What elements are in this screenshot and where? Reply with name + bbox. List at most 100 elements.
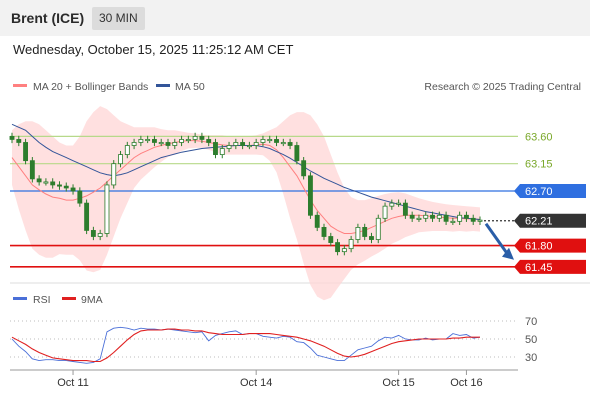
candle-body [50, 181, 56, 186]
candles-layer [9, 132, 483, 256]
candle-body [409, 214, 415, 219]
candle-body [43, 181, 49, 184]
rsi-ma-legend-label: 9MA [81, 294, 103, 306]
candle-body [382, 205, 388, 219]
candle-body [179, 139, 185, 143]
rsi-ma-legend-swatch [62, 297, 76, 300]
candle-body [470, 217, 476, 222]
candle-body [463, 214, 469, 219]
rsi-legend-swatch [13, 297, 27, 300]
candle-body [430, 214, 435, 219]
rsi-layer: 30 50 70 [10, 316, 537, 364]
candle-body [23, 142, 29, 162]
candle-body [219, 148, 225, 156]
candle-body [369, 236, 374, 240]
candle-body [267, 139, 273, 142]
candle-body [450, 220, 456, 223]
candle-body [90, 230, 96, 237]
timeframe-badge[interactable]: 30 MIN [92, 7, 145, 30]
candle-body [185, 139, 191, 142]
candle-body [70, 187, 76, 192]
candle-body [138, 139, 144, 143]
candle-body [29, 160, 35, 180]
candle-body [213, 142, 218, 155]
level-label-63.60: 63.60 [525, 131, 553, 143]
credit-label: Research © 2025 Trading Central [424, 81, 581, 93]
top-bar: Brent (ICE) 30 MIN [0, 0, 590, 36]
candle-body [97, 233, 103, 237]
instrument-title: Brent (ICE) [11, 10, 85, 26]
candle-body [436, 214, 442, 219]
candle-body [375, 217, 381, 240]
chart-timestamp: Wednesday, October 15, 2025 11:25:12 AM … [13, 42, 294, 57]
candle-body [423, 214, 429, 219]
ma20-legend-label: MA 20 + Bollinger Bands [33, 81, 148, 93]
level-tag-text-62.70: 62.70 [525, 186, 553, 198]
forecast-arrow-head [502, 247, 514, 260]
candle-body [199, 135, 205, 140]
candle-body [84, 202, 90, 231]
candle-body [77, 190, 83, 204]
candle-body [355, 226, 361, 240]
candle-body [131, 142, 137, 146]
candle-body [362, 226, 368, 237]
level-tag-62.70 [514, 184, 586, 198]
candle-body [233, 142, 239, 146]
candle-body [57, 184, 62, 187]
candle-body [477, 219, 483, 222]
level-tags-layer: 63.60 63.15 62.70 62.21 61.80 61.45 [514, 131, 586, 274]
candle-body [280, 142, 286, 145]
candle-body [111, 163, 117, 186]
time-axis: Oct 11 Oct 14 Oct 15 Oct 16 [10, 369, 518, 389]
candle-body [9, 135, 15, 140]
candle-body [104, 184, 110, 234]
moving-averages-layer [11, 123, 481, 234]
candle-body [206, 139, 212, 143]
candle-body [253, 142, 259, 146]
candle-body [16, 139, 22, 143]
candle-body [274, 139, 279, 143]
candle-body [260, 139, 266, 143]
level-label-63.15: 63.15 [525, 159, 553, 171]
level-tag-61.45 [514, 259, 586, 274]
ma50-legend-swatch [156, 84, 170, 87]
candle-body [416, 217, 422, 220]
candle-body [348, 239, 354, 250]
level-tag-text-62.21: 62.21 [525, 216, 553, 228]
rsi-tick-30: 30 [525, 352, 537, 364]
candle-body [63, 185, 69, 189]
rsi-tick-70: 70 [525, 316, 537, 328]
candle-body [145, 139, 151, 142]
rsi-line [11, 326, 481, 364]
candle-body [457, 214, 463, 222]
candle-body [226, 145, 232, 149]
candle-body [36, 178, 42, 183]
ma20-legend-swatch [13, 84, 27, 87]
candle-body [335, 242, 340, 253]
time-tick-label: Oct 15 [382, 377, 414, 389]
candle-body [246, 145, 252, 148]
level-tag-text-61.45: 61.45 [525, 262, 553, 274]
candle-body [158, 142, 164, 145]
candle-body [402, 202, 408, 216]
candle-body [240, 142, 246, 146]
level-tag-62.21 [514, 213, 586, 228]
ma50-line [11, 123, 481, 220]
candle-body [307, 175, 313, 216]
time-tick-label: Oct 11 [57, 377, 89, 389]
candle-body [151, 139, 157, 143]
forecast-arrow-shaft [484, 222, 510, 256]
rsi-legend-label: RSI [33, 294, 51, 306]
candle-body [396, 202, 402, 205]
rsi-ma-line [11, 328, 480, 363]
candle-body [124, 145, 130, 156]
candle-body [172, 142, 178, 146]
candle-body [314, 214, 320, 228]
candle-body [301, 160, 307, 177]
candle-body [192, 135, 198, 140]
candle-body [165, 142, 171, 146]
candle-body [321, 226, 327, 237]
candle-body [389, 202, 395, 207]
candle-body [287, 142, 293, 146]
